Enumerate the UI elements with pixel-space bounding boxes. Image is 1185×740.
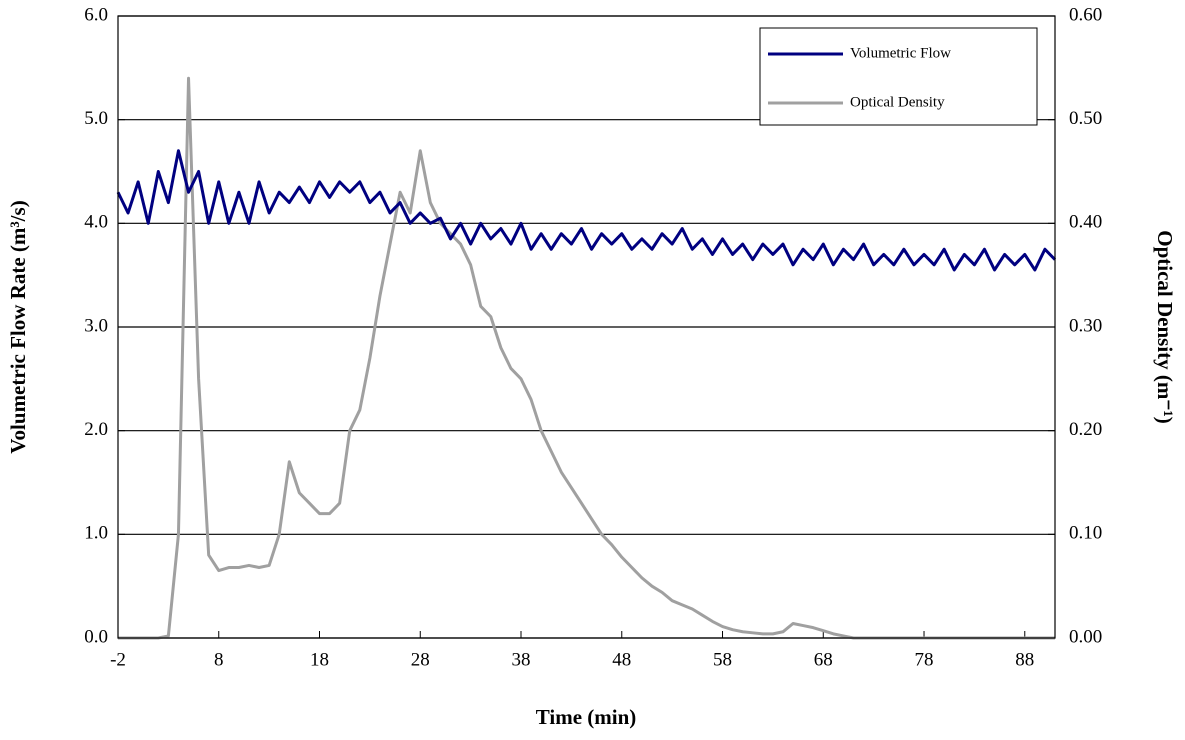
legend: Volumetric Flow Optical Density <box>759 27 1038 126</box>
x-axis-title: Time (min) <box>536 705 637 729</box>
legend-label: Optical Density <box>850 94 945 110</box>
y-tick-label: 6.0 <box>84 4 108 25</box>
x-tick-label: 88 <box>1015 649 1034 670</box>
x-tick-label: 18 <box>310 649 329 670</box>
x-tick-label: 48 <box>612 649 631 670</box>
y2-tick-label: 0.50 <box>1069 108 1102 129</box>
y-tick-label: 1.0 <box>84 523 108 544</box>
y-axis-title: Volumetric Flow Rate (m³/s) <box>6 200 30 453</box>
x-tick-label: 8 <box>214 649 224 670</box>
plot-frame <box>117 15 1056 639</box>
y2-axis-title: Optical Density (m⁻¹) <box>1153 230 1177 424</box>
series-line <box>116 149 1057 272</box>
legend-box <box>759 27 1038 126</box>
y-tick-label: 5.0 <box>84 108 108 129</box>
y2-tick-label: 0.10 <box>1069 523 1102 544</box>
y-tick-label: 3.0 <box>84 315 108 336</box>
y-tick-label: 4.0 <box>84 212 108 233</box>
y-tick-label: 2.0 <box>84 419 108 440</box>
x-tick-label: -2 <box>110 649 126 670</box>
x-tick-label: 78 <box>915 649 934 670</box>
series-line <box>118 76 1055 640</box>
x-tick-label: 68 <box>814 649 833 670</box>
y2-tick-label: 0.60 <box>1069 4 1102 25</box>
y2-tick-label: 0.30 <box>1069 315 1102 336</box>
legend-label: Volumetric Flow <box>850 45 951 61</box>
y2-tick-label: 0.20 <box>1069 419 1102 440</box>
x-tick-label: 28 <box>411 649 430 670</box>
x-tick-label: 38 <box>512 649 531 670</box>
y-tick-label: 0.0 <box>84 626 108 647</box>
y2-tick-label: 0.40 <box>1069 212 1102 233</box>
x-tick-label: 58 <box>713 649 732 670</box>
y2-tick-label: 0.00 <box>1069 626 1102 647</box>
plot-lines <box>116 76 1057 640</box>
